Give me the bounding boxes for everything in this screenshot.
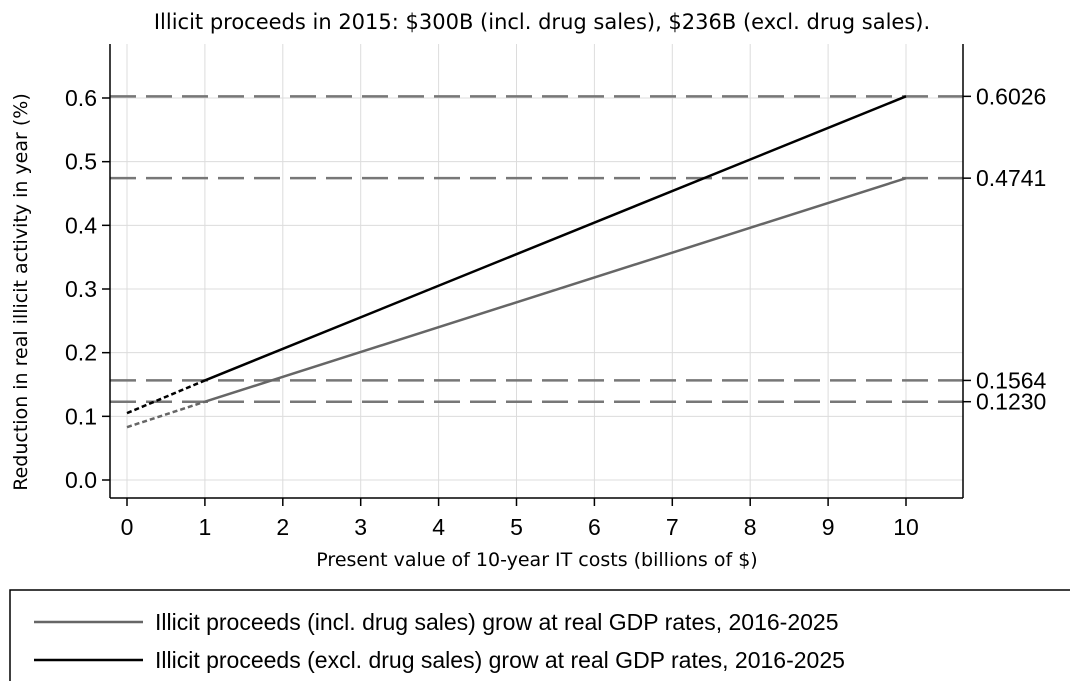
series-segment-dashed bbox=[126, 379, 206, 415]
reference-line-label: 0.4741 bbox=[976, 165, 1046, 191]
y-tick-label: 0.3 bbox=[65, 276, 97, 302]
x-tick-label: 2 bbox=[276, 514, 289, 540]
y-tick-label: 0.2 bbox=[65, 340, 97, 366]
x-tick-label: 6 bbox=[588, 514, 601, 540]
legend-label: Illicit proceeds (incl. drug sales) grow… bbox=[155, 609, 839, 635]
series-segment bbox=[204, 176, 907, 403]
x-tick-label: 3 bbox=[354, 514, 367, 540]
x-axis-label: Present value of 10-year IT costs (billi… bbox=[316, 549, 757, 571]
legend-box bbox=[9, 589, 1070, 681]
y-tick-label: 0.6 bbox=[65, 85, 97, 111]
x-tick-label: 7 bbox=[666, 514, 679, 540]
legend: Illicit proceeds (incl. drug sales) grow… bbox=[9, 589, 1070, 681]
legend-label: Illicit proceeds (excl. drug sales) grow… bbox=[155, 647, 845, 673]
reference-line-label: 0.1564 bbox=[976, 367, 1047, 393]
x-tick-label: 10 bbox=[893, 514, 919, 540]
y-tick-label: 0.0 bbox=[65, 467, 97, 493]
x-tick-label: 8 bbox=[744, 514, 757, 540]
grid bbox=[110, 44, 963, 498]
reference-line-label: 0.1230 bbox=[976, 389, 1046, 415]
x-tick-label: 4 bbox=[432, 514, 445, 540]
series-segment-dashed bbox=[126, 400, 206, 429]
y-axis-label: Reduction in real illicit activity in ye… bbox=[10, 93, 32, 491]
x-tick-label: 5 bbox=[510, 514, 523, 540]
chart-title: Illicit proceeds in 2015: $300B (incl. d… bbox=[154, 10, 930, 34]
x-tick-label: 9 bbox=[822, 514, 835, 540]
y-tick-label: 0.5 bbox=[65, 149, 97, 175]
reference-line-label: 0.6026 bbox=[976, 83, 1046, 109]
series-lines bbox=[126, 95, 907, 429]
x-tick-label: 0 bbox=[121, 514, 134, 540]
reference-lines bbox=[110, 95, 963, 403]
y-tick-label: 0.1 bbox=[65, 403, 97, 429]
y-tick-label: 0.4 bbox=[65, 212, 97, 238]
series-segment bbox=[204, 95, 907, 382]
x-tick-label: 1 bbox=[199, 514, 212, 540]
axes: 0.0 0.1 0.2 0.3 0.4 0.5 0.6 0 1 2 3 4 5 6 7 8 9 10 0.6026 0… bbox=[65, 44, 1047, 540]
